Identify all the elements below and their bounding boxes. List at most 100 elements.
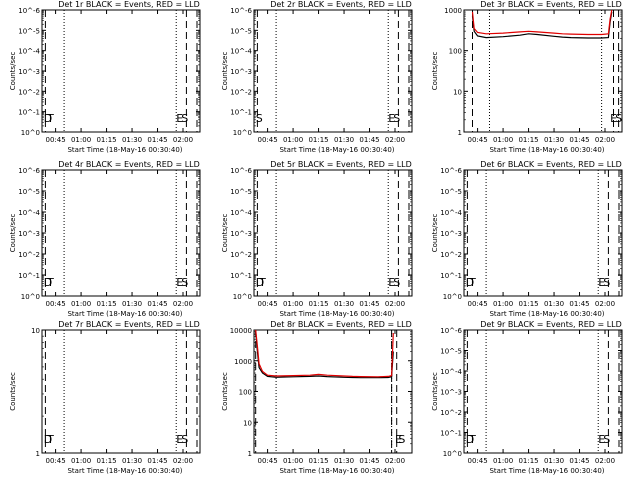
y-tick-label: 10^-5 xyxy=(230,27,252,35)
y-tick-label: 100 xyxy=(239,389,252,397)
x-tick-label: 00:45 xyxy=(467,300,487,308)
event-annotation: E xyxy=(176,433,183,446)
x-tick-label: 01:30 xyxy=(122,136,142,144)
y-tick-label: 10^-3 xyxy=(230,68,252,76)
event-annotation: S xyxy=(603,276,610,289)
y-tick-label: 10^-4 xyxy=(440,209,462,217)
y-tick-label: 10^-2 xyxy=(440,409,462,417)
y-tick-label: 10^0 xyxy=(21,293,40,301)
plot-frame xyxy=(463,9,623,133)
y-tick-label: 10^-5 xyxy=(230,188,252,196)
y-tick-label: 10^-5 xyxy=(18,188,40,196)
y-tick-label: 10^-4 xyxy=(230,48,252,56)
events-series-line xyxy=(255,331,394,379)
event-annotation: S xyxy=(603,433,610,446)
x-tick-label: 00:45 xyxy=(467,136,487,144)
x-tick-label: 01:30 xyxy=(122,300,142,308)
panel-title: Det 6r BLACK = Events, RED = LLD xyxy=(480,160,622,169)
x-tick-label: 01:30 xyxy=(122,457,142,465)
y-axis-label: Counts/sec xyxy=(221,214,229,253)
y-tick-label: 10^-3 xyxy=(18,230,40,238)
lld-series-line xyxy=(255,329,394,378)
event-annotation: T xyxy=(468,433,476,446)
y-tick-label: 10^-5 xyxy=(440,348,462,356)
x-tick-label: 00:45 xyxy=(45,457,65,465)
panel-title: Det 1r BLACK = Events, RED = LLD xyxy=(58,0,200,9)
y-tick-label: 10^-5 xyxy=(440,188,462,196)
y-tick-label: 10^-4 xyxy=(440,368,462,376)
y-tick-label: 10^-1 xyxy=(230,109,252,117)
x-tick-label: 01:15 xyxy=(96,136,116,144)
x-tick-label: 01:15 xyxy=(518,136,538,144)
x-tick-label: 01:45 xyxy=(147,300,167,308)
x-tick-label: 01:15 xyxy=(518,300,538,308)
y-tick-label: 10^-6 xyxy=(230,167,252,175)
y-tick-label: 10^-6 xyxy=(230,7,252,15)
x-tick-label: 01:00 xyxy=(71,457,91,465)
y-tick-label: 10^-1 xyxy=(440,272,462,280)
x-tick-label: 02:00 xyxy=(173,457,193,465)
y-tick-label: 10^-6 xyxy=(440,167,462,175)
event-annotation: S xyxy=(256,112,263,125)
x-tick-label: 01:30 xyxy=(544,457,564,465)
y-tick-label: 10^-1 xyxy=(440,430,462,438)
x-axis-label: Start Time (18-May-16 00:30:40) xyxy=(67,310,182,318)
panel-title: Det 8r BLACK = Events, RED = LLD xyxy=(270,320,412,329)
y-tick-label: 10^-1 xyxy=(18,272,40,280)
x-tick-label: 01:15 xyxy=(96,300,116,308)
x-tick-label: 02:00 xyxy=(173,136,193,144)
x-tick-label: 02:00 xyxy=(385,457,405,465)
event-annotation: E xyxy=(176,112,183,125)
x-axis-label: Start Time (18-May-16 00:30:40) xyxy=(67,146,182,154)
panel-title: Det 5r BLACK = Events, RED = LLD xyxy=(270,160,412,169)
y-tick-label: 10^0 xyxy=(443,450,462,458)
y-axis-label: Counts/sec xyxy=(9,52,17,91)
event-annotation: S xyxy=(398,433,405,446)
panel-title: Det 3r BLACK = Events, RED = LLD xyxy=(480,0,622,9)
event-annotation: T xyxy=(46,112,54,125)
plot-frame xyxy=(41,329,201,454)
y-tick-label: 10^-1 xyxy=(230,272,252,280)
x-tick-label: 01:45 xyxy=(569,136,589,144)
x-tick-label: 01:00 xyxy=(283,136,303,144)
x-tick-label: 02:00 xyxy=(385,300,405,308)
x-tick-label: 01:00 xyxy=(283,300,303,308)
event-annotation: S xyxy=(393,112,400,125)
x-tick-label: 00:45 xyxy=(45,136,65,144)
event-annotation: E xyxy=(610,112,617,125)
x-tick-label: 01:45 xyxy=(359,457,379,465)
x-tick-label: 00:45 xyxy=(467,457,487,465)
y-tick-label: 1 xyxy=(36,450,40,458)
events-series-line xyxy=(471,11,613,39)
x-tick-label: 01:45 xyxy=(359,136,379,144)
event-annotation: D xyxy=(466,276,474,289)
x-tick-label: 01:30 xyxy=(544,136,564,144)
y-tick-label: 10^-6 xyxy=(18,7,40,15)
event-annotation: S xyxy=(393,276,400,289)
y-tick-label: 10^0 xyxy=(233,293,252,301)
y-axis-label: Counts/sec xyxy=(9,372,17,411)
y-tick-label: 10^-3 xyxy=(18,68,40,76)
y-axis-label: Counts/sec xyxy=(221,372,229,411)
y-tick-label: 1000 xyxy=(234,358,252,366)
y-tick-label: 10^-4 xyxy=(18,48,40,56)
y-axis-label: Counts/sec xyxy=(431,52,439,91)
x-tick-label: 00:45 xyxy=(257,457,277,465)
y-tick-label: 10^-3 xyxy=(440,389,462,397)
event-annotation: D xyxy=(256,276,264,289)
y-tick-label: 10^-6 xyxy=(18,167,40,175)
panel-title: Det 7r BLACK = Events, RED = LLD xyxy=(58,320,200,329)
x-tick-label: 01:15 xyxy=(308,457,328,465)
y-axis-label: Counts/sec xyxy=(221,52,229,91)
y-tick-label: 1 xyxy=(458,129,462,137)
y-axis-label: Counts/sec xyxy=(9,214,17,253)
y-axis-label: Counts/sec xyxy=(431,214,439,253)
y-tick-label: 1 xyxy=(248,450,252,458)
x-tick-label: 01:15 xyxy=(308,300,328,308)
event-annotation: S xyxy=(181,276,188,289)
event-annotation: D xyxy=(44,276,52,289)
panel-title: Det 2r BLACK = Events, RED = LLD xyxy=(270,0,412,9)
x-tick-label: 01:30 xyxy=(334,300,354,308)
x-tick-label: 01:00 xyxy=(493,136,513,144)
